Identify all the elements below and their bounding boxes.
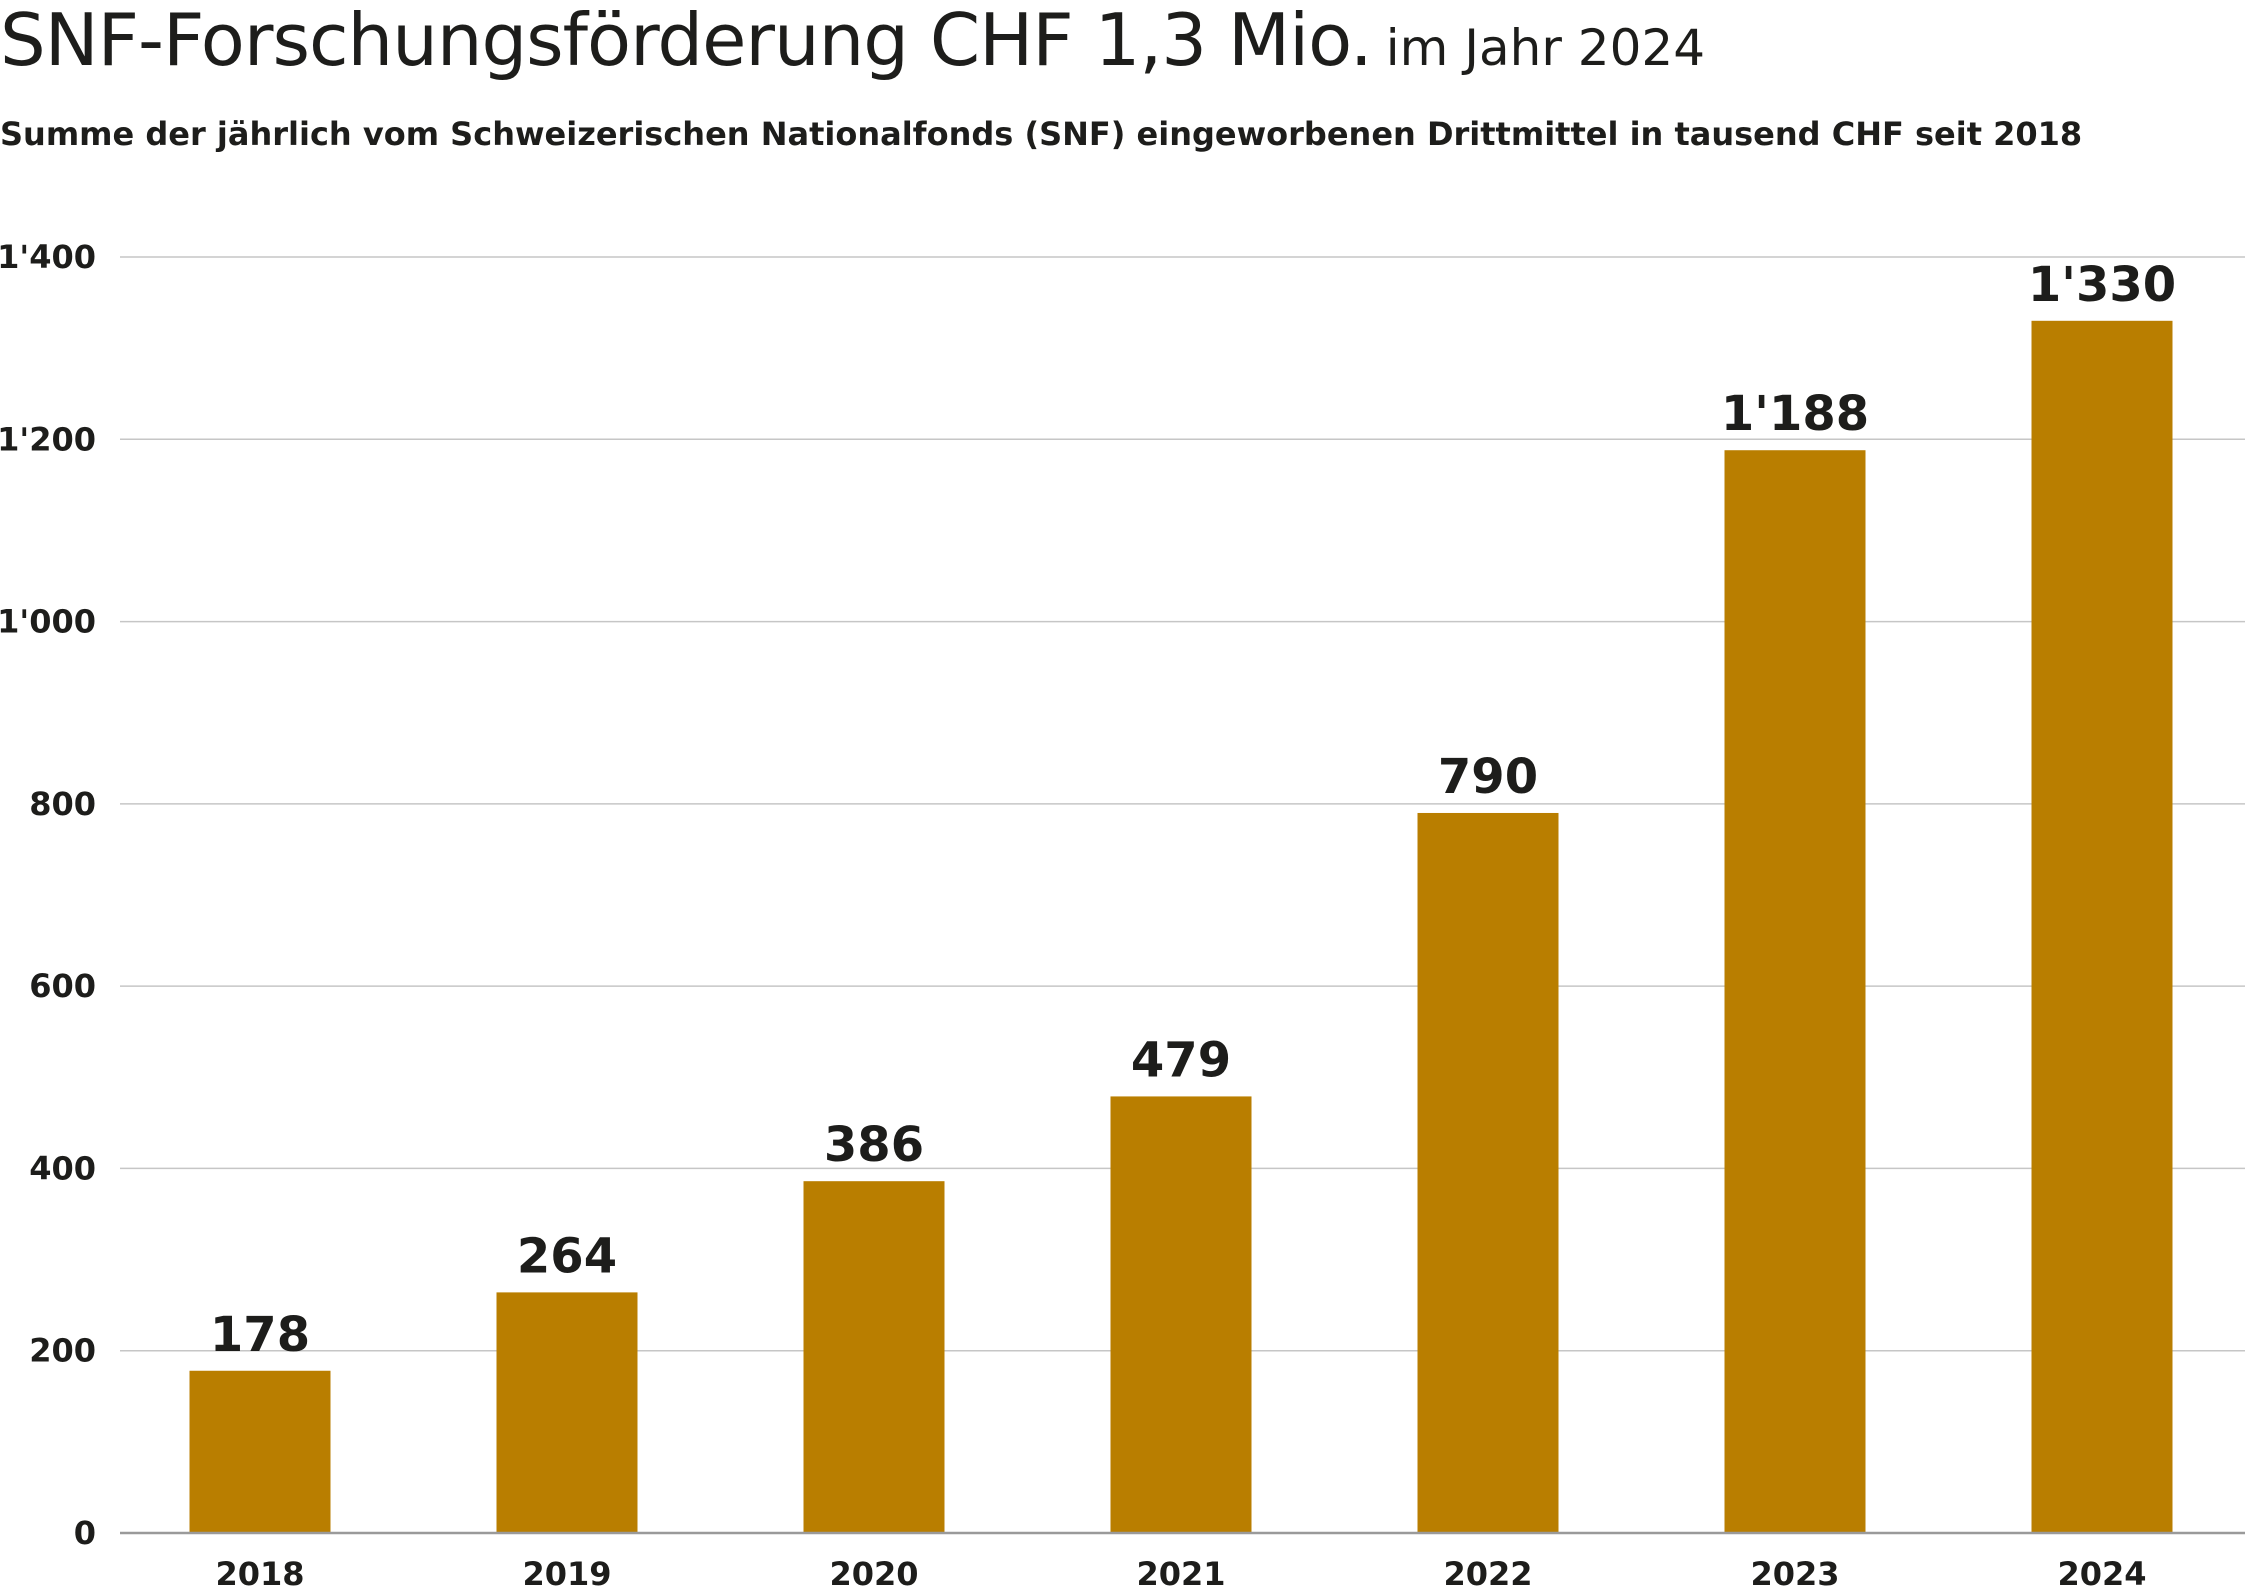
chart-title-suffix: im Jahr 2024 [1385, 19, 1706, 77]
data-label: 386 [824, 1117, 924, 1173]
chart-title-main: SNF-Forschungsförderung CHF 1,3 Mio. [0, 0, 1373, 82]
data-label: 790 [1438, 749, 1538, 805]
bar-2024 [2031, 320, 2173, 1533]
chart-subtitle: Summe der jährlich vom Schweizerischen N… [0, 115, 2083, 153]
y-tick-label: 600 [29, 967, 96, 1005]
y-tick-label: 1'200 [0, 420, 96, 458]
y-tick-label: 0 [74, 1514, 96, 1552]
x-tick-label: 2024 [2057, 1555, 2146, 1593]
bar-2022 [1417, 812, 1559, 1533]
bar-2021 [1110, 1096, 1252, 1533]
data-label: 264 [517, 1228, 617, 1284]
bars [189, 320, 2173, 1533]
bar-2023 [1724, 450, 1866, 1533]
x-tick-label: 2019 [522, 1555, 611, 1593]
data-label: 178 [210, 1307, 310, 1363]
chart-title: SNF-Forschungsförderung CHF 1,3 Mio. im J… [0, 4, 1705, 76]
bar-2019 [496, 1292, 638, 1533]
bar-2020 [803, 1181, 945, 1533]
x-tick-label: 2021 [1136, 1555, 1225, 1593]
data-label: 1'330 [2028, 257, 2176, 313]
data-label: 479 [1131, 1032, 1231, 1088]
y-tick-label: 800 [29, 785, 96, 823]
y-tick-label: 1'000 [0, 603, 96, 641]
bar-2018 [189, 1370, 331, 1533]
x-tick-label: 2018 [215, 1555, 304, 1593]
grid-lines [120, 256, 2245, 1352]
data-label: 1'188 [1721, 386, 1869, 442]
y-tick-label: 200 [29, 1332, 96, 1370]
x-tick-label: 2023 [1750, 1555, 1839, 1593]
x-tick-label: 2020 [829, 1555, 918, 1593]
data-labels: 178 264 386 479 790 1'188 1'330 [210, 257, 2176, 1363]
x-tick-label: 2022 [1443, 1555, 1532, 1593]
y-tick-label: 400 [29, 1149, 96, 1187]
axes: 0 200 400 600 800 1'000 1'200 1'400 2018 2019 2020… [0, 238, 2245, 1593]
y-tick-label: 1'400 [0, 238, 96, 276]
